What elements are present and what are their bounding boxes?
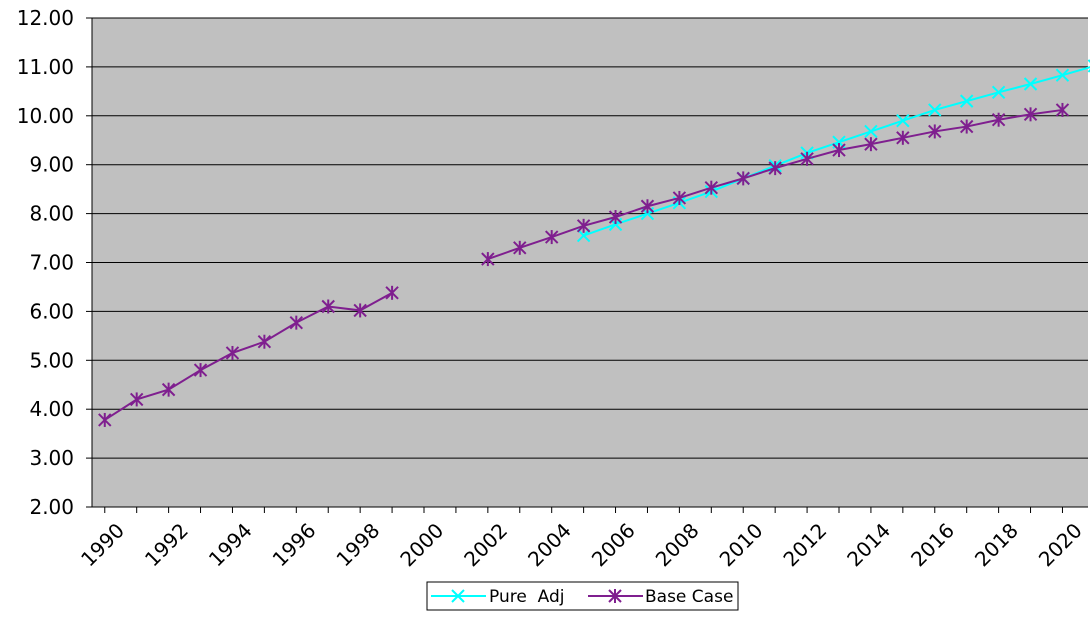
data-point bbox=[544, 230, 559, 245]
legend-marker bbox=[608, 589, 622, 603]
data-point bbox=[98, 412, 112, 427]
data-point bbox=[672, 190, 687, 205]
data-point bbox=[161, 382, 176, 397]
data-point bbox=[321, 299, 335, 314]
x-tick-label: 2000 bbox=[395, 518, 448, 571]
x-tick-label: 2012 bbox=[778, 518, 831, 571]
data-point bbox=[704, 180, 719, 195]
legend-label: Pure Adj bbox=[489, 587, 564, 607]
data-point bbox=[193, 363, 208, 378]
data-point bbox=[576, 228, 591, 243]
data-point bbox=[864, 124, 878, 139]
y-tick-label: 10.00 bbox=[17, 104, 74, 128]
data-point bbox=[225, 345, 240, 360]
legend-label: Base Case bbox=[645, 587, 733, 607]
data-point bbox=[1023, 107, 1038, 122]
data-point bbox=[864, 137, 878, 152]
data-point bbox=[768, 161, 782, 176]
legend-item: Pure Adj bbox=[431, 587, 564, 607]
x-tick-label: 2008 bbox=[651, 518, 704, 571]
y-tick-label: 7.00 bbox=[29, 251, 74, 275]
legend: Pure Adj Base Case bbox=[426, 581, 739, 611]
data-point bbox=[991, 112, 1006, 127]
data-point bbox=[481, 252, 495, 267]
x-tick-label: 1992 bbox=[140, 518, 193, 571]
data-point bbox=[832, 143, 846, 158]
data-point bbox=[129, 392, 144, 407]
x-tick-label: 2014 bbox=[842, 518, 895, 571]
axes bbox=[91, 18, 1088, 513]
data-point bbox=[385, 285, 399, 300]
data-point bbox=[896, 130, 910, 145]
data-point bbox=[896, 113, 910, 128]
y-tick-label: 5.00 bbox=[29, 348, 74, 372]
y-tick-label: 12.00 bbox=[17, 6, 74, 30]
x-tick-label: 2006 bbox=[587, 518, 640, 571]
series-1 bbox=[98, 102, 1070, 427]
data-point bbox=[640, 199, 655, 214]
x-tick-label: 2020 bbox=[1034, 518, 1087, 571]
data-point bbox=[513, 240, 527, 255]
series-line bbox=[104, 291, 393, 421]
data-point bbox=[1055, 102, 1070, 117]
data-point bbox=[353, 303, 367, 318]
y-axis-tick-labels: 2.00 3.00 4.00 5.00 6.00 7.00 8.00 9.00 10.00 11.… bbox=[17, 6, 74, 519]
data-point bbox=[959, 119, 974, 134]
y-tick-label: 8.00 bbox=[29, 202, 74, 226]
data-point bbox=[736, 171, 750, 186]
x-tick-label: 1998 bbox=[331, 518, 384, 571]
y-tick-label: 4.00 bbox=[29, 397, 74, 421]
y-tick-label: 9.00 bbox=[29, 153, 74, 177]
x-tick-label: 2018 bbox=[970, 518, 1023, 571]
x-axis-tick-labels: 1990 1992 1994 1996 1998 2000 2002 2004 2006 2008… bbox=[76, 518, 1087, 571]
x-tick-label: 1990 bbox=[76, 518, 129, 571]
x-tick-label: 1994 bbox=[204, 518, 257, 571]
data-point bbox=[257, 334, 272, 349]
x-tick-label: 2002 bbox=[459, 518, 512, 571]
y-tick-label: 6.00 bbox=[29, 299, 74, 323]
y-tick-label: 11.00 bbox=[17, 55, 74, 79]
data-point bbox=[1055, 68, 1070, 82]
data-point bbox=[928, 103, 942, 117]
data-point bbox=[608, 210, 623, 225]
data-point bbox=[576, 218, 591, 233]
x-tick-label: 1996 bbox=[268, 518, 321, 571]
data-point bbox=[1023, 77, 1038, 91]
x-tick-label: 2004 bbox=[523, 518, 576, 571]
legend-marker bbox=[451, 589, 465, 603]
data-point bbox=[991, 85, 1006, 100]
x-tick-label: 2010 bbox=[715, 518, 768, 571]
data-point bbox=[289, 315, 304, 330]
data-point bbox=[928, 124, 942, 139]
gridlines bbox=[86, 17, 1088, 508]
x-tick-label: 2016 bbox=[906, 518, 959, 571]
series bbox=[98, 59, 1090, 427]
legend-item: Base Case bbox=[588, 587, 733, 607]
y-tick-label: 2.00 bbox=[29, 495, 74, 519]
data-point bbox=[959, 94, 974, 108]
data-point bbox=[800, 151, 814, 166]
y-tick-label: 3.00 bbox=[29, 446, 74, 470]
